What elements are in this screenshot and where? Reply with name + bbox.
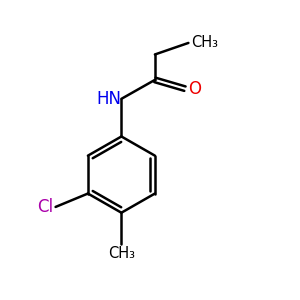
Text: O: O [188, 80, 201, 98]
Text: CH₃: CH₃ [191, 35, 218, 50]
Text: HN: HN [96, 90, 121, 108]
Text: CH₃: CH₃ [108, 246, 135, 261]
Text: Cl: Cl [38, 198, 54, 216]
